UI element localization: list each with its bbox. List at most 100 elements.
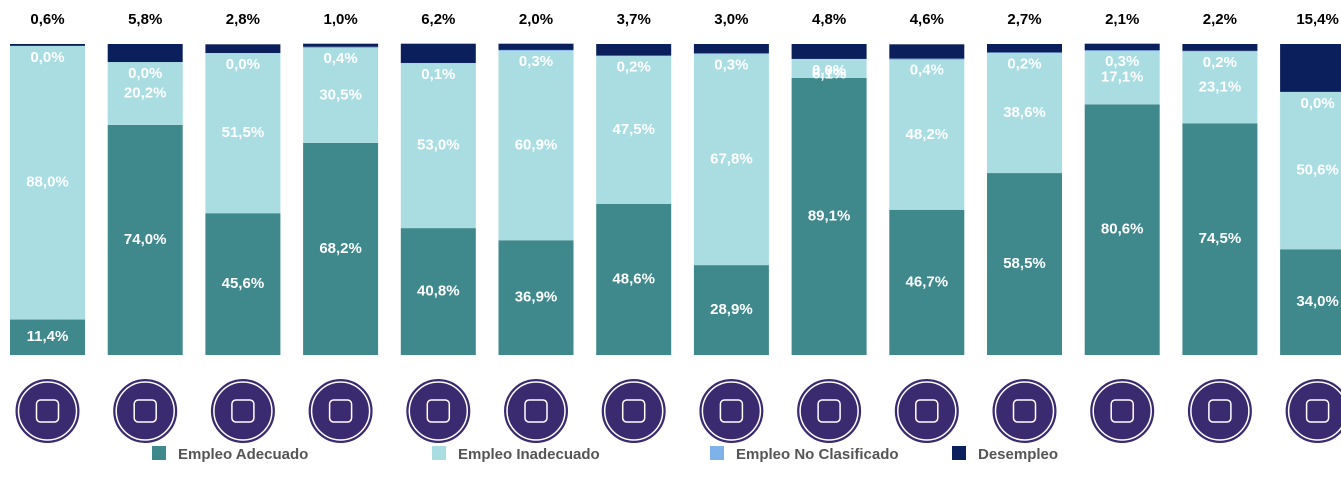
value-label: 5,8% [128, 11, 162, 28]
category-icon [1283, 377, 1341, 445]
bar-segment [693, 53, 769, 55]
bar-segment [1280, 91, 1341, 250]
value-label: 53,0% [417, 137, 460, 154]
category-icon-glyph [328, 399, 353, 423]
category-icon-ring [506, 381, 566, 441]
value-label: 48,6% [612, 270, 655, 287]
category-icon-ring [1287, 381, 1341, 441]
value-label: 67,8% [710, 151, 753, 168]
category-icon [892, 377, 961, 445]
category-icon-glyph [1012, 399, 1037, 423]
bar-segment [693, 265, 769, 355]
value-label: 46,7% [906, 273, 949, 290]
value-label: 0,3% [519, 53, 553, 70]
bar-segment [205, 53, 281, 214]
bar-segment [10, 44, 85, 46]
value-label: 1,0% [323, 11, 357, 28]
category-icon-ring [408, 381, 469, 441]
bar-segment [498, 50, 574, 241]
bar-segment [10, 45, 85, 320]
value-label: 51,5% [222, 124, 265, 141]
value-label: 23,1% [1199, 78, 1242, 95]
category-icon-glyph [915, 399, 939, 423]
value-label: 80,6% [1101, 221, 1144, 238]
bar-segment [987, 173, 1062, 355]
category-icon-ring [213, 381, 273, 441]
category-icon-glyph [1208, 399, 1232, 423]
value-label: 3,7% [617, 11, 651, 28]
bar-segment [1280, 44, 1341, 92]
category-icon-glyph [1110, 399, 1134, 423]
category-icon-ring [994, 381, 1055, 441]
bar-segment [596, 56, 672, 204]
bar-segment [107, 124, 183, 355]
bar-segment [987, 52, 1062, 54]
value-label: 0,1% [421, 66, 455, 83]
bar-segment [1280, 249, 1341, 355]
bar-segment [1182, 123, 1258, 356]
value-label: 0,0% [226, 56, 260, 73]
bar-segment [1182, 51, 1258, 124]
legend-label: Empleo Inadecuado [458, 446, 600, 463]
value-label: 89,1% [808, 207, 851, 224]
value-label: 15,4% [1296, 11, 1339, 28]
bar-segment [987, 44, 1062, 53]
value-label: 6,2% [421, 11, 455, 28]
bar-segment [1182, 44, 1258, 51]
legend-swatch [710, 446, 724, 460]
category-icon [697, 377, 766, 445]
bar-segment [889, 58, 965, 60]
bar-segment [107, 62, 183, 125]
value-label: 88,0% [26, 174, 69, 191]
category-icon-glyph [133, 399, 157, 423]
value-label: 0,6% [30, 11, 64, 28]
category-icon [990, 377, 1059, 445]
legend-label: Desempleo [978, 446, 1058, 463]
bar-segment [498, 43, 574, 50]
category-icon-ring [115, 381, 175, 441]
category-icon-glyph [1305, 399, 1330, 423]
value-label: 50,6% [1296, 162, 1339, 179]
value-label: 17,1% [1101, 69, 1144, 86]
legend-label: Empleo No Clasificado [736, 446, 899, 463]
category-icon-ring [897, 381, 957, 441]
value-label: 60,9% [515, 137, 558, 154]
value-label: 36,9% [515, 289, 558, 306]
value-label: 0,3% [714, 56, 748, 73]
bar-segment [498, 49, 574, 51]
value-label: 0,2% [1203, 54, 1237, 71]
value-label: 0,0% [1300, 95, 1334, 112]
category-icon [795, 377, 864, 445]
category-icon [1185, 377, 1254, 445]
bar-segment [791, 44, 867, 59]
bar-segment [1084, 50, 1160, 52]
value-label: 0,2% [617, 58, 651, 75]
value-label: 38,6% [1003, 104, 1046, 121]
value-label: 30,5% [319, 86, 362, 103]
value-label: 2,2% [1203, 11, 1237, 28]
category-icon-glyph [621, 399, 646, 423]
value-label: 34,0% [1296, 293, 1339, 310]
category-icon-ring [701, 381, 762, 441]
bar-segment [303, 43, 379, 47]
bar-segment [400, 228, 476, 355]
bar-segment [400, 63, 476, 229]
category-icon [13, 377, 82, 445]
value-label: 0,4% [910, 62, 944, 79]
bar-segment [303, 48, 379, 143]
category-icon [111, 377, 180, 445]
bar-segment [889, 44, 965, 59]
bar-segment [596, 55, 672, 57]
category-icon-ring [799, 381, 859, 441]
category-icon-glyph [719, 399, 744, 423]
bar-segment [791, 77, 867, 356]
category-icon-ring [17, 381, 78, 441]
legend-swatch [152, 446, 166, 460]
bar-segment [889, 59, 965, 210]
category-icon-ring [603, 381, 664, 441]
bar-segment [498, 240, 574, 355]
bar-segment [889, 209, 965, 355]
bar-segment [1182, 50, 1258, 52]
